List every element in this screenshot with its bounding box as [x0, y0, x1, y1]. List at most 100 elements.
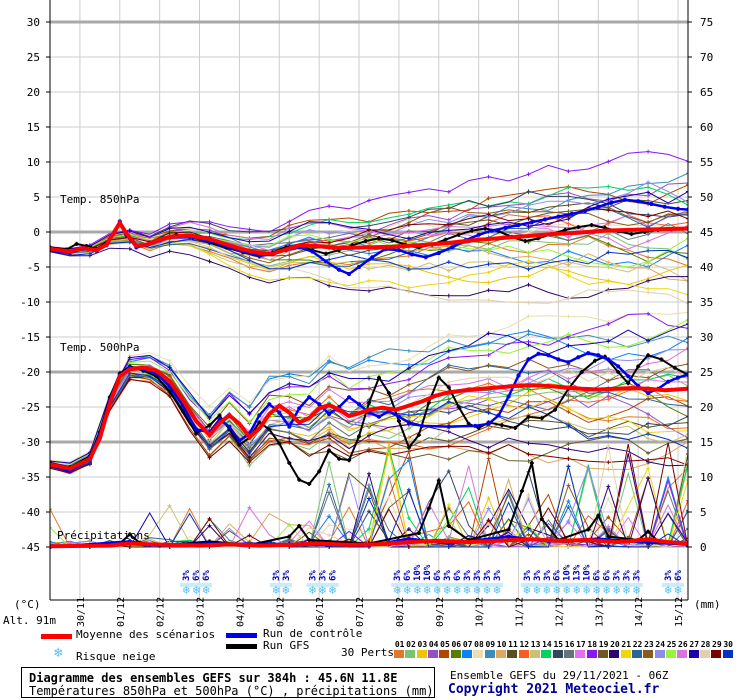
- svg-text:75: 75: [700, 16, 713, 29]
- snow-percent-label: 6%: [403, 570, 413, 581]
- snowflake-icon: ❄: [424, 583, 431, 597]
- svg-text:06/12: 06/12: [315, 597, 326, 627]
- snowflake-icon: ❄: [414, 583, 421, 597]
- member-color-swatch: [394, 650, 404, 658]
- snowflake-icon: ❄: [434, 583, 441, 597]
- snowflake-icon: ❄: [664, 583, 671, 597]
- panel-label-precip: Précipitations: [57, 529, 150, 542]
- member-number: 16: [564, 640, 575, 649]
- snow-percent-label: 3%: [182, 570, 192, 581]
- svg-text:30: 30: [700, 331, 713, 344]
- snowflake-icon: ❄: [319, 583, 326, 597]
- member-color-swatch: [586, 650, 597, 658]
- snowflake-icon: ❄: [563, 583, 570, 597]
- member-number: 15: [553, 640, 564, 649]
- snow-percent-label: 3%: [473, 570, 483, 581]
- gfs-line-swatch: [226, 644, 257, 649]
- svg-text:-10: -10: [20, 296, 40, 309]
- member-number: 21: [621, 640, 632, 649]
- member-color-swatch: [427, 650, 438, 658]
- svg-text:-35: -35: [20, 471, 40, 484]
- snowflake-icon: ❄: [282, 583, 289, 597]
- snowflake-icon: ❄: [203, 583, 210, 597]
- snow-percent-label: 3%: [272, 570, 282, 581]
- snow-percent-label: 3%: [613, 570, 623, 581]
- member-number: 04: [428, 640, 439, 649]
- svg-text:-30: -30: [20, 436, 40, 449]
- run-info: Ensemble GEFS du 29/11/2021 - 06Z: [450, 669, 669, 682]
- snow-percent-label: 6%: [202, 570, 212, 581]
- member-number: 03: [417, 640, 428, 649]
- member-number: 12: [519, 640, 530, 649]
- member-number: 20: [610, 640, 620, 649]
- svg-text:04/12: 04/12: [235, 597, 246, 627]
- svg-text:12/12: 12/12: [554, 597, 565, 627]
- snow-percent-label: 6%: [453, 570, 463, 581]
- snowflake-icon: ❄: [603, 583, 610, 597]
- member-color-swatch: [575, 650, 586, 658]
- member-number: 07: [462, 640, 473, 649]
- member-color-swatch: [699, 650, 710, 658]
- diagram-title: Diagramme des ensembles GEFS sur 384h : …: [29, 671, 398, 685]
- snow-percent-label: 6%: [192, 570, 202, 581]
- member-color-swatch: [677, 650, 688, 658]
- svg-text:08/12: 08/12: [395, 597, 406, 627]
- snowflake-icon: ❄: [404, 583, 411, 597]
- mean-line-swatch: [41, 634, 72, 639]
- svg-text:-25: -25: [20, 401, 40, 414]
- member-color-swatch: [711, 650, 722, 658]
- snowflake-icon: ❄: [593, 583, 600, 597]
- svg-text:0: 0: [700, 541, 707, 554]
- svg-text:10: 10: [27, 156, 40, 169]
- svg-text:10/12: 10/12: [475, 597, 486, 627]
- svg-text:5: 5: [700, 506, 707, 519]
- member-color-swatch: [484, 650, 495, 658]
- copyright: Copyright 2021 Meteociel.fr: [448, 682, 660, 697]
- snowflake-icon: ❄: [623, 583, 630, 597]
- svg-text:55: 55: [700, 156, 713, 169]
- member-color-swatch: [416, 650, 427, 658]
- member-color-swatch: [643, 650, 654, 658]
- svg-text:-20: -20: [20, 366, 40, 379]
- svg-text:15/12: 15/12: [674, 597, 685, 627]
- snowflake-icon: ❄: [613, 583, 620, 597]
- snow-percent-label: 3%: [483, 570, 493, 581]
- member-color-swatch: [722, 650, 733, 658]
- snowflake-icon: ❄: [443, 583, 450, 597]
- right-axis-unit: (mm): [694, 598, 721, 611]
- member-color-swatch: [631, 650, 642, 658]
- member-number-row: 01 02 03 04 05 06 07 08 09 10 11 12 13 14 15 16 17 18 19 20…: [394, 640, 734, 649]
- snow-percent-label: 3%: [443, 570, 453, 581]
- snowflake-icon: ❄: [533, 583, 540, 597]
- snow-risk-markers: ❄3%❄6%❄6%❄3%❄3%❄3%❄3%❄6%❄3%❄6%❄10%❄10%❄6…: [180, 564, 685, 597]
- legend-control-label: Run de contrôle: [263, 627, 363, 640]
- snowflake-icon: ❄: [309, 583, 316, 597]
- legend-gfs-label: Run GFS: [263, 639, 310, 652]
- member-number: 28: [700, 640, 711, 649]
- snow-percent-label: 3%: [318, 570, 328, 581]
- snowflake-icon: ❄: [573, 583, 580, 597]
- member-number: 24: [655, 640, 666, 649]
- member-number: 01: [394, 640, 405, 649]
- svg-text:60: 60: [700, 121, 713, 134]
- svg-text:03/12: 03/12: [196, 597, 207, 627]
- member-color-swatch: [529, 650, 540, 658]
- svg-text:09/12: 09/12: [435, 597, 446, 627]
- svg-text:70: 70: [700, 51, 713, 64]
- snow-percent-label: 3%: [309, 570, 319, 581]
- snow-percent-label: 6%: [593, 570, 603, 581]
- snowflake-icon: ❄: [394, 583, 401, 597]
- panel-label-t850: Temp. 850hPa: [60, 193, 139, 206]
- svg-text:14/12: 14/12: [634, 597, 645, 627]
- snowflake-icon: ❄: [674, 583, 681, 597]
- member-number: 09: [485, 640, 496, 649]
- mean-series-precip: [50, 537, 688, 549]
- snow-percent-label: 3%: [282, 570, 292, 581]
- snow-percent-label: 3%: [664, 570, 674, 581]
- ensemble-curves: [50, 149, 688, 549]
- member-color-swatch: [405, 650, 416, 658]
- snowflake-icon: ❄: [193, 583, 200, 597]
- svg-text:07/12: 07/12: [355, 597, 366, 627]
- member-number: 23: [644, 640, 654, 649]
- member-number: 17: [576, 640, 586, 649]
